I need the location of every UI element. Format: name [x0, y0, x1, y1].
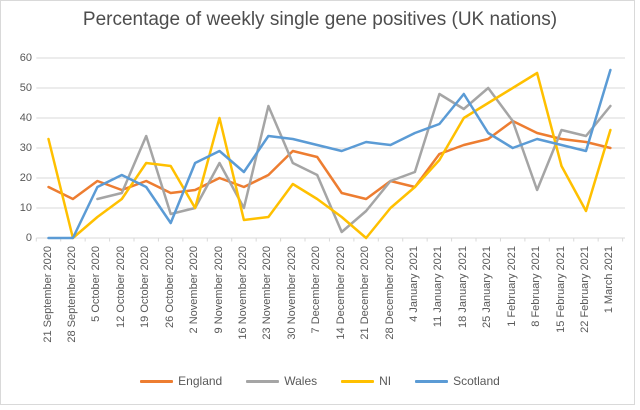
y-axis-label-0: 0 — [25, 232, 32, 244]
x-axis-label: 16 November 2020 — [236, 246, 249, 340]
x-axis-label: 2 November 2020 — [188, 246, 201, 334]
x-axis-label: 21 September 2020 — [41, 246, 54, 343]
chart-title: Percentage of weekly single gene positiv… — [82, 9, 558, 30]
y-axis-label-20: 20 — [19, 172, 32, 184]
x-axis-label: 14 December 2020 — [334, 246, 347, 340]
legend-swatch-england — [140, 379, 174, 383]
series-line-england — [47, 119, 612, 201]
x-axis-label: 4 January 2021 — [407, 246, 420, 322]
x-axis-label: 12 October 2020 — [114, 246, 127, 328]
legend-swatch-scotland — [415, 379, 449, 383]
series-line-ni — [47, 71, 612, 240]
x-axis-label: 25 January 2021 — [481, 246, 494, 328]
x-axis-label: 21 December 2020 — [359, 246, 372, 340]
x-axis-label: 23 November 2020 — [261, 246, 274, 340]
legend-item-wales: Wales — [246, 374, 317, 388]
legend-swatch-wales — [246, 379, 280, 383]
legend-item-england: England — [140, 374, 222, 388]
x-axis-label: 5 October 2020 — [90, 246, 103, 322]
x-axis-label: 18 January 2021 — [456, 246, 469, 328]
series-line-scotland — [47, 68, 612, 240]
y-axis-label-50: 50 — [19, 82, 32, 94]
y-axis-label-40: 40 — [19, 112, 32, 124]
legend-item-ni: NI — [341, 374, 391, 388]
legend: England Wales NI Scotland — [0, 374, 640, 388]
legend-label-ni: NI — [379, 374, 392, 388]
legend-label-scotland: Scotland — [453, 374, 500, 388]
x-axis-label: 1 March 2021 — [603, 246, 616, 314]
x-axis-label: 19 October 2020 — [139, 246, 152, 328]
y-axis-label-30: 30 — [19, 142, 32, 154]
x-axis-label: 7 December 2020 — [310, 246, 323, 334]
x-axis-label: 30 November 2020 — [285, 246, 298, 340]
x-axis-label: 26 October 2020 — [163, 246, 176, 328]
x-axis-label: 1 February 2021 — [505, 246, 518, 327]
y-axis-label-10: 10 — [19, 202, 32, 214]
legend-item-scotland: Scotland — [415, 374, 500, 388]
x-axis-label: 28 September 2020 — [65, 246, 78, 343]
legend-swatch-ni — [341, 379, 375, 383]
x-axis-label: 28 December 2020 — [383, 246, 396, 340]
x-axis-label: 8 February 2021 — [530, 246, 543, 327]
legend-label-england: England — [178, 374, 223, 388]
x-axis-label: 15 February 2021 — [554, 246, 567, 333]
legend-label-wales: Wales — [284, 374, 318, 388]
x-axis-label: 22 February 2021 — [578, 246, 591, 333]
y-axis-label-60: 60 — [19, 52, 32, 64]
x-axis-label: 11 January 2021 — [432, 246, 445, 328]
series-line-wales — [96, 86, 612, 234]
x-axis-label: 9 November 2020 — [212, 246, 225, 334]
